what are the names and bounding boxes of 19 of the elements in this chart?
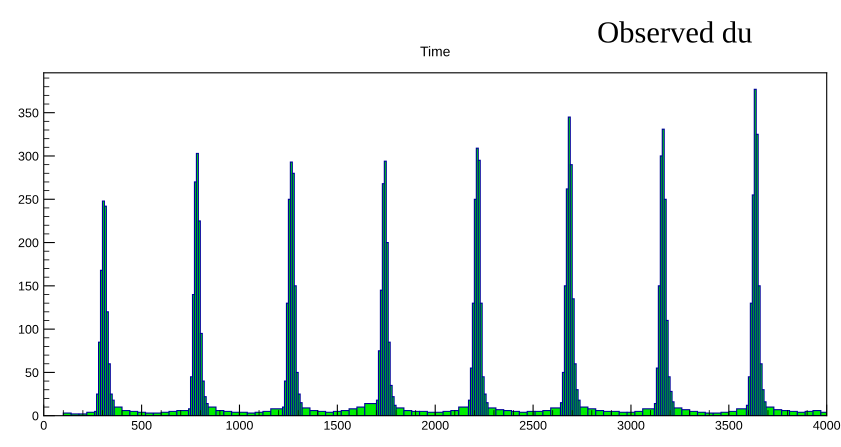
y-tick-label: 50 bbox=[25, 368, 38, 378]
x-tick-label: 500 bbox=[132, 420, 152, 430]
x-tick-label: 4000 bbox=[813, 420, 840, 430]
x-tick-label: 0 bbox=[40, 420, 47, 430]
x-tick-label: 1500 bbox=[324, 420, 351, 430]
x-tick-label: 2500 bbox=[520, 420, 547, 430]
y-tick-label: 250 bbox=[18, 195, 38, 204]
y-tick-label: 0 bbox=[32, 412, 38, 420]
x-tick-label: 2000 bbox=[422, 420, 449, 430]
y-tick-label: 300 bbox=[18, 152, 38, 161]
chart-title: Time bbox=[420, 46, 450, 56]
y-tick-label: 200 bbox=[18, 238, 38, 248]
y-tick-label: 350 bbox=[18, 108, 38, 118]
x-tick-label: 1000 bbox=[226, 420, 253, 430]
x-tick-label: 3500 bbox=[715, 420, 742, 430]
text: Observed du bbox=[598, 21, 752, 43]
x-tick-label: 3000 bbox=[618, 420, 644, 430]
y-tick-label: 150 bbox=[18, 282, 38, 290]
y-tick-label: 100 bbox=[18, 324, 38, 334]
